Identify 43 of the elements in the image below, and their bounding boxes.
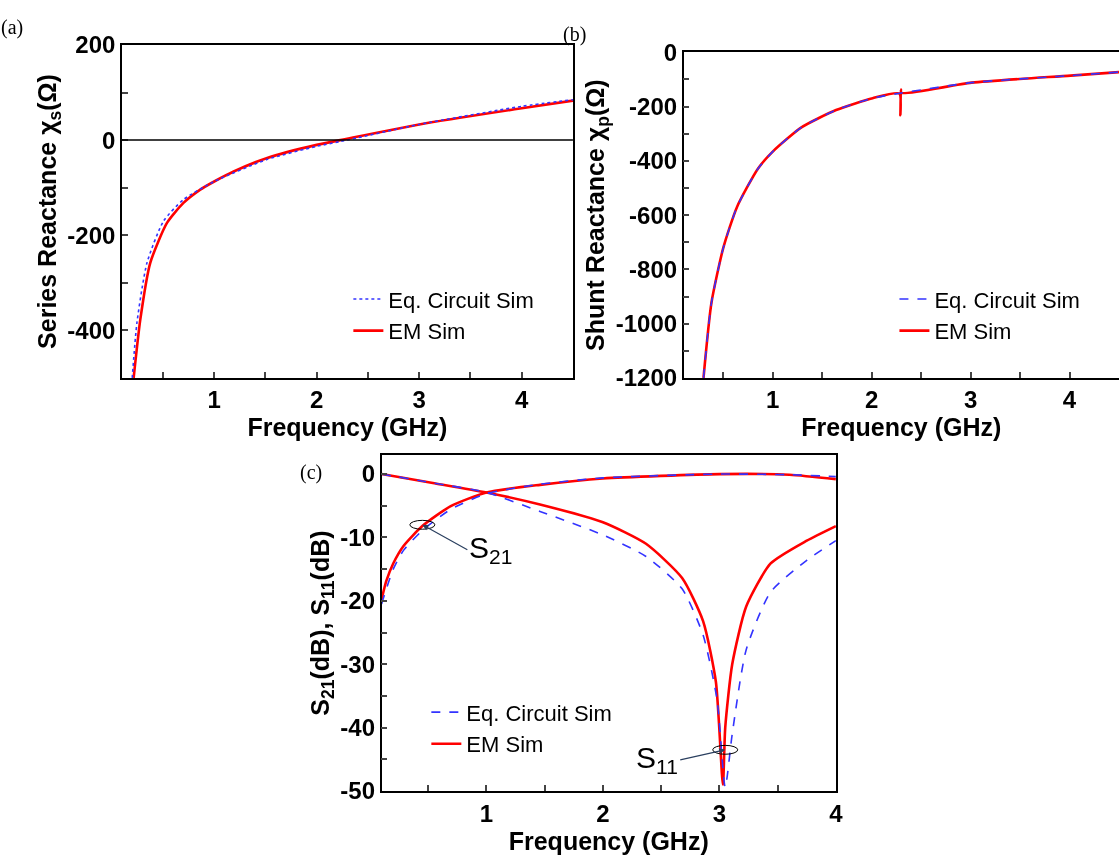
text: (a) [1,16,24,39]
legend-label: Eq. Circuit Sim [466,700,612,726]
x-tick-label: 2 [596,799,610,827]
y-tick-label: 200 [75,31,116,59]
x-tick-label: 2 [865,386,879,414]
y-tick-label: -30 [340,650,376,678]
legend-label: Eq. Circuit Sim [934,287,1080,313]
legend-label: EM Sim [388,319,466,345]
x-tick-label: 4 [829,799,844,827]
annotation: S$_{11}$ [636,741,678,779]
annotation: S$_{21}$ [469,531,513,569]
x-axis-title: Frequency (GHz) [508,826,709,855]
legend-label: EM Sim [934,319,1012,345]
y-tick-label: -50 [340,777,376,805]
y-tick-label: -800 [629,255,678,283]
x-tick-label: 4 [515,386,529,414]
x-tick-label: 1 [766,386,780,414]
x-tick-label: 2 [310,386,324,414]
y-tick-label: -40 [340,714,376,742]
legend-label: EM Sim [466,732,544,758]
y-tick-label: 0 [663,38,678,66]
y-tick-label: -400 [629,147,678,175]
annotation: (b) [563,23,587,46]
x-tick-label: 3 [712,799,727,827]
x-tick-label: 1 [207,386,221,414]
y-tick-label: -1000 [615,310,678,338]
x-tick-label: 4 [1062,386,1077,414]
text: (c) [300,461,323,484]
y-tick-label: -1200 [615,364,678,392]
y-tick-label: -200 [67,221,116,249]
x-axis-title: Frequency (GHz) [801,413,1002,442]
y-tick-label: 0 [102,126,116,154]
y-tick-label: 0 [361,460,376,488]
y-tick-label: -200 [629,92,678,120]
y-tick-label: -20 [340,587,376,615]
x-tick-label: 3 [963,386,978,414]
x-axis-title: Frequency (GHz) [247,413,448,442]
y-tick-label: -600 [629,201,678,229]
x-tick-label: 3 [412,386,426,414]
legend-label: Eq. Circuit Sim [388,287,534,313]
y-tick-label: -400 [67,316,116,344]
x-tick-label: 1 [479,799,494,827]
y-tick-label: -10 [340,523,376,551]
